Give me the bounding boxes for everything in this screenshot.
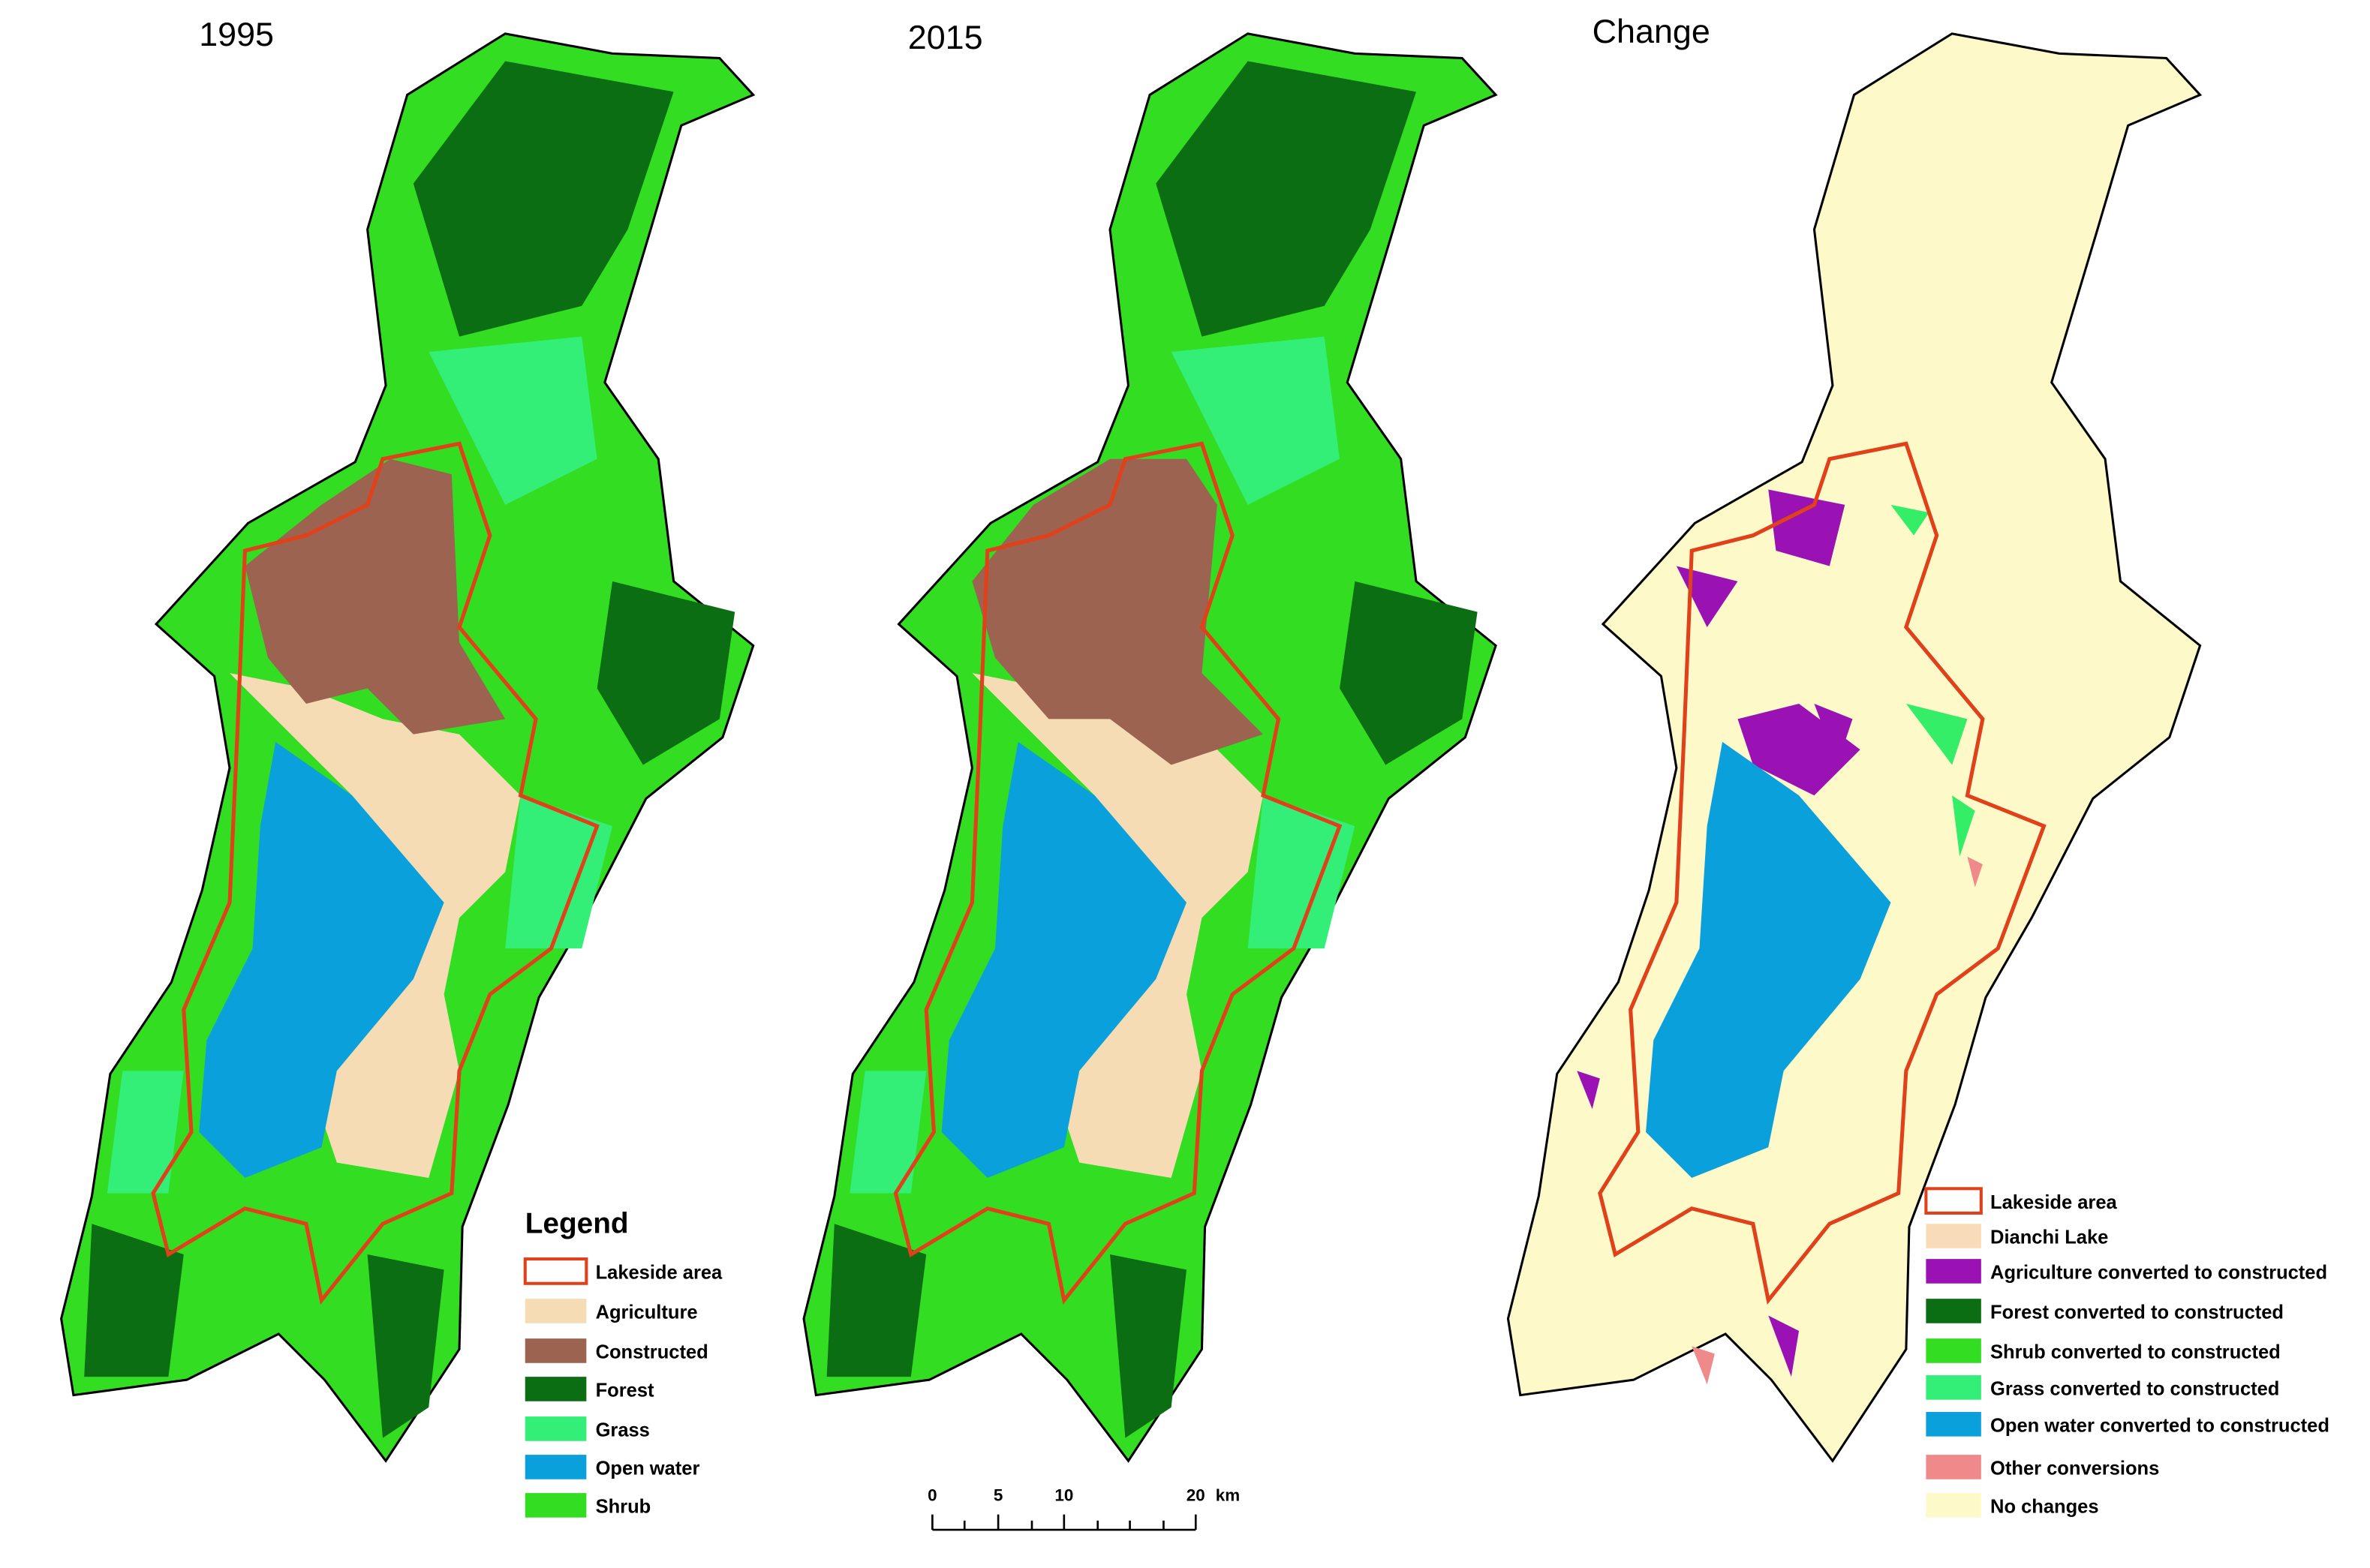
legend-label: Constructed: [596, 1342, 708, 1363]
agri-to-constructed: [1577, 489, 1860, 1377]
legend-label: Open water converted to constructed: [1990, 1416, 2329, 1437]
scale-unit: km: [1216, 1485, 1240, 1504]
scale-label: 20: [1187, 1485, 1205, 1504]
legend-label: Agriculture: [596, 1302, 698, 1323]
map-title: 2015: [908, 18, 983, 56]
legend-label: Agriculture converted to constructed: [1990, 1263, 2327, 1284]
scale-label: 10: [1054, 1485, 1073, 1504]
swatch: [525, 1338, 587, 1363]
swatch: [525, 1493, 587, 1518]
legend-label: Dianchi Lake: [1990, 1227, 2108, 1248]
legend-label: No changes: [1990, 1497, 2098, 1518]
swatch: [525, 1416, 587, 1441]
swatch: [525, 1377, 587, 1401]
legend-label: Lakeside area: [596, 1263, 723, 1284]
legend-label: Forest converted to constructed: [1990, 1302, 2284, 1323]
swatch: [1926, 1338, 1981, 1363]
map-title: 1995: [199, 15, 274, 53]
swatch: [1924, 1187, 1983, 1215]
legend-label: Grass converted to constructed: [1990, 1379, 2279, 1400]
swatch: [525, 1299, 587, 1323]
legend-label: Lakeside area: [1990, 1192, 2117, 1213]
legend-label: Shrub: [596, 1497, 651, 1518]
legend-label: Other conversions: [1990, 1458, 2159, 1479]
legend-label: Forest: [596, 1380, 654, 1401]
swatch: [1926, 1412, 1981, 1437]
map-change: Change: [1506, 12, 2202, 1462]
swatch: [523, 1257, 588, 1285]
swatch: [1926, 1455, 1981, 1479]
legend-1: Legend Lakeside area Agriculture Constru…: [523, 1207, 723, 1518]
swatch: [1926, 1259, 1981, 1284]
legend-label: Open water: [596, 1458, 700, 1479]
legend-label: Shrub converted to constructed: [1990, 1342, 2281, 1363]
legend-label: Grass: [596, 1420, 650, 1441]
map-1995: 1995: [60, 15, 755, 1462]
scale-bar: [931, 1514, 1197, 1531]
swatch: [1926, 1224, 1981, 1248]
scale-label: 0: [928, 1485, 937, 1504]
map-2015: 2015: [802, 18, 1497, 1462]
grass-to-constructed: [1890, 504, 1975, 857]
swatch: [1926, 1493, 1981, 1518]
map-title: Change: [1593, 12, 1710, 50]
legend-title: Legend: [525, 1207, 629, 1239]
scale-label: 5: [994, 1485, 1003, 1504]
swatch: [525, 1455, 587, 1479]
legend-2: Lakeside area Dianchi Lake Agriculture c…: [1924, 1187, 2329, 1518]
swatch: [1926, 1375, 1981, 1400]
swatch: [1926, 1299, 1981, 1323]
